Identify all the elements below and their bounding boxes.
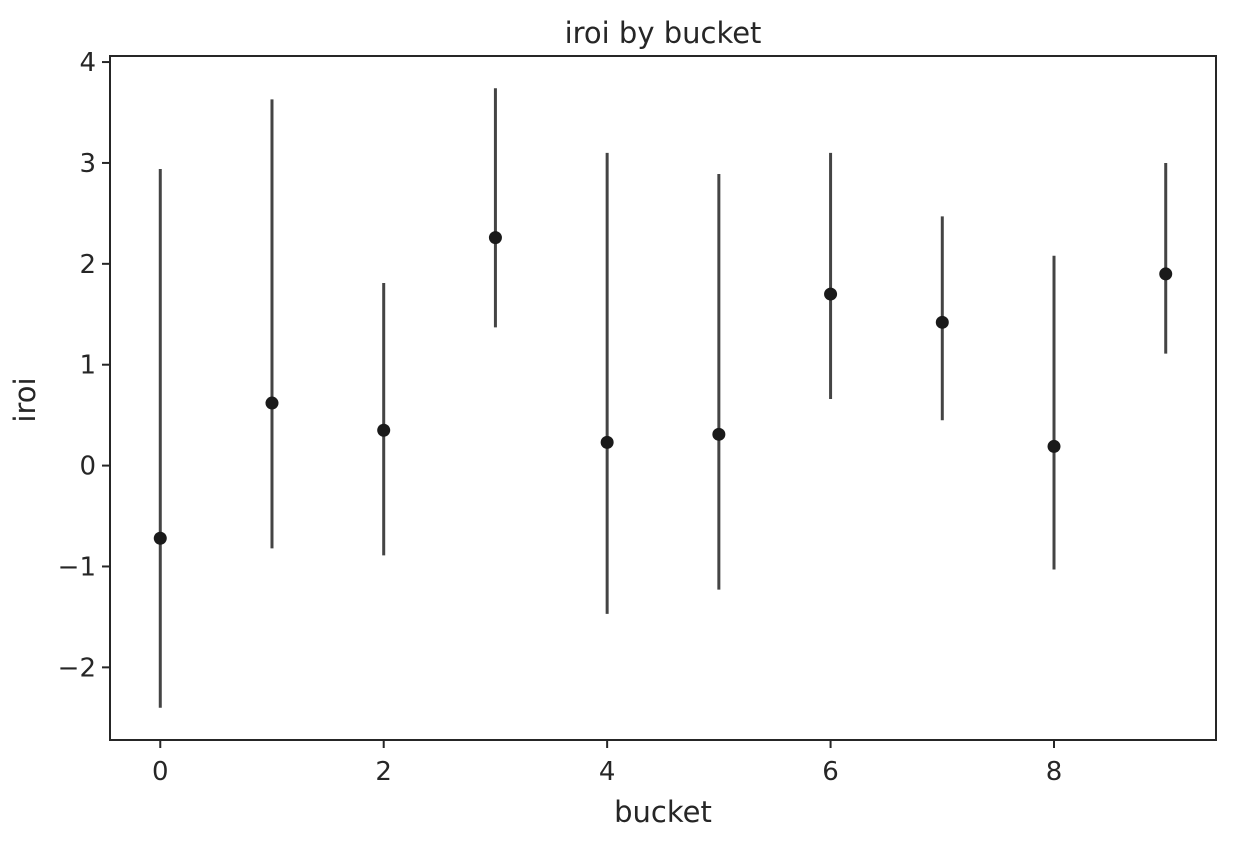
y-tick-label-0: −2	[58, 653, 96, 683]
y-tick-label-5: 3	[79, 149, 96, 179]
data-point-4	[600, 435, 614, 449]
x-tick-label-2: 4	[599, 757, 616, 787]
data-point-3	[488, 231, 502, 245]
y-axis-label: iroi	[8, 377, 42, 422]
data-point-1	[265, 396, 279, 410]
x-tick-label-0: 0	[152, 757, 169, 787]
data-point-5	[712, 427, 726, 441]
chart-title: iroi by bucket	[565, 16, 762, 50]
y-tick-label-3: 1	[79, 351, 96, 381]
x-tick-label-1: 2	[375, 757, 392, 787]
x-axis-label: bucket	[614, 795, 712, 829]
data-point-6	[824, 287, 838, 301]
y-tick-label-4: 2	[79, 250, 96, 280]
data-point-8	[1047, 439, 1061, 453]
data-point-9	[1159, 267, 1173, 281]
x-axis-ticks: 0 2 4 6 8	[152, 740, 1062, 787]
data-point-0	[153, 531, 167, 545]
y-axis-ticks: −2 −1 0 1 2 3 4	[58, 48, 110, 683]
data-point-7	[935, 315, 949, 329]
y-tick-label-6: 4	[79, 48, 96, 78]
y-tick-label-1: −1	[58, 552, 96, 582]
plot-area	[109, 55, 1217, 741]
point-layer	[153, 231, 1173, 545]
data-point-2	[377, 423, 391, 437]
y-tick-label-2: 0	[79, 452, 96, 482]
x-tick-label-4: 8	[1046, 757, 1063, 787]
x-tick-label-3: 6	[822, 757, 839, 787]
errorbar-layer	[158, 88, 1168, 708]
